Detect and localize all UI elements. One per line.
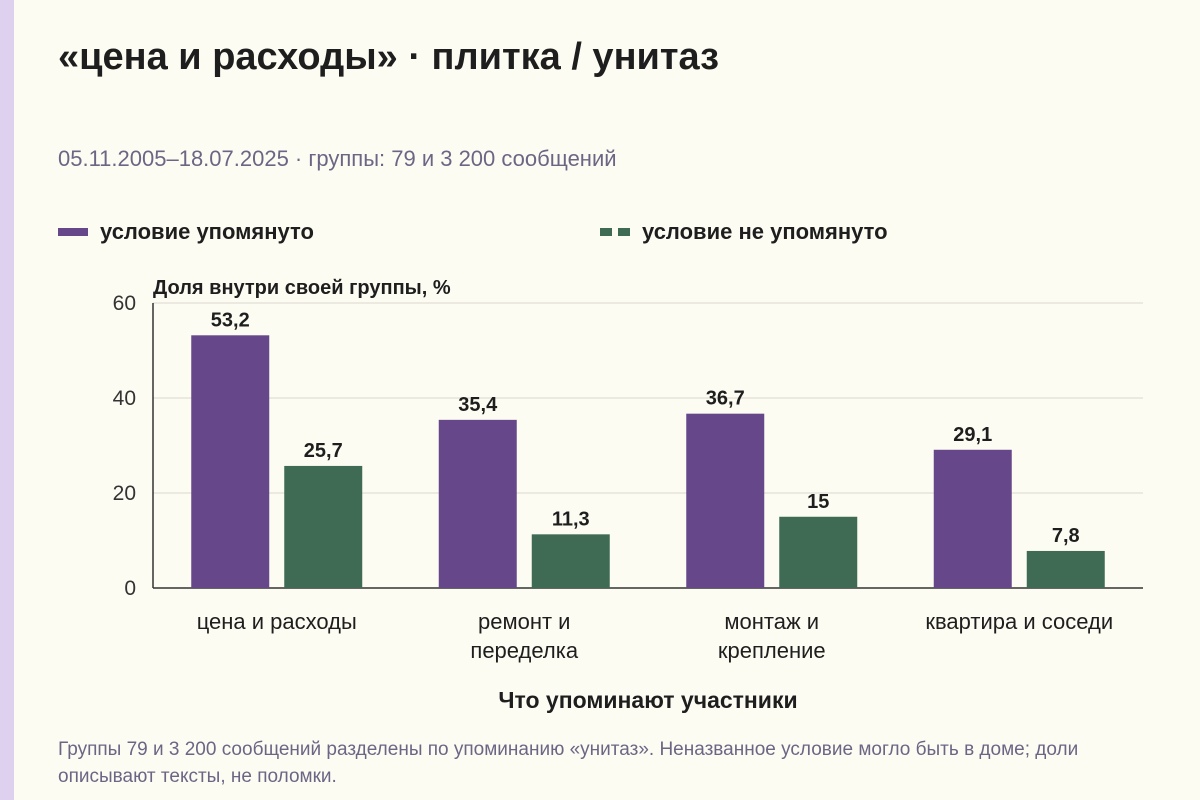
data-label: 7,8 xyxy=(1052,525,1080,547)
chart-subtitle: 05.11.2005–18.07.2025 · группы: 79 и 3 2… xyxy=(58,146,617,171)
x-tick-label: квартира и соседи xyxy=(925,609,1113,634)
bar-not-mentioned xyxy=(779,516,858,588)
y-tick-label: 20 xyxy=(113,482,136,505)
accent-strip xyxy=(0,0,14,800)
y-axis-label: Доля внутри своей группы, % xyxy=(153,277,451,299)
legend-item-mentioned: условие упомянуто xyxy=(58,219,314,245)
data-label: 25,7 xyxy=(304,440,343,462)
x-tick-label: монтаж и xyxy=(724,609,819,634)
legend-label-not-mentioned: условие не упомянуто xyxy=(642,219,888,244)
bar-not-mentioned xyxy=(531,534,610,588)
x-tick-label: переделка xyxy=(470,638,578,663)
legend-swatch-not-mentioned xyxy=(600,228,630,236)
x-tick-label: цена и расходы xyxy=(197,609,357,634)
bar-mentioned xyxy=(933,449,1012,588)
data-label: 35,4 xyxy=(458,394,498,416)
chart-title: «цена и расходы» · плитка / унитаз xyxy=(58,36,719,78)
y-tick-label: 60 xyxy=(113,292,136,315)
bar-not-mentioned xyxy=(284,465,363,588)
legend-swatch-mentioned xyxy=(58,228,88,236)
data-label: 15 xyxy=(807,491,829,513)
bar-mentioned xyxy=(686,413,765,588)
x-tick-label: ремонт и xyxy=(478,609,570,634)
footnote: Группы 79 и 3 200 сообщений разделены по… xyxy=(58,739,1079,787)
legend-label-mentioned: условие упомянуто xyxy=(100,219,314,244)
data-label: 29,1 xyxy=(953,424,992,446)
x-axis-label: Что упоминают участники xyxy=(498,687,797,713)
y-tick-label: 0 xyxy=(124,577,136,600)
y-tick-label: 40 xyxy=(113,387,136,410)
bar-mentioned xyxy=(191,335,270,588)
bar-not-mentioned xyxy=(1026,550,1105,588)
data-label: 36,7 xyxy=(706,388,745,410)
x-tick-label: крепление xyxy=(718,638,826,663)
bar-mentioned xyxy=(438,419,517,588)
data-label: 53,2 xyxy=(211,309,250,331)
data-label: 11,3 xyxy=(552,508,590,530)
bar-chart: 0 20 40 60 Доля внутри своей группы, % 53,2 25… xyxy=(113,277,1143,713)
legend-item-not-mentioned: условие не упомянуто xyxy=(600,219,888,245)
